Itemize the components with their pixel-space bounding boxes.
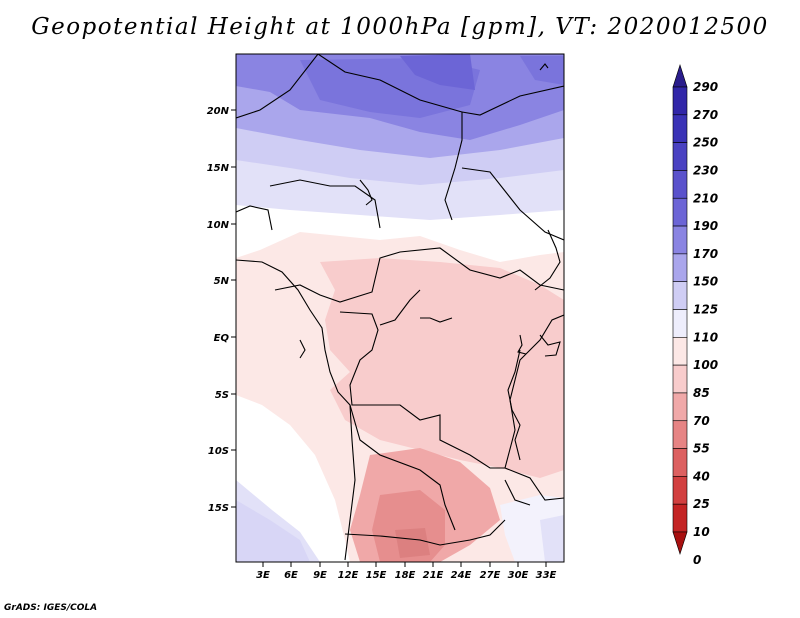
- lat-label: 10S: [208, 446, 229, 457]
- lat-label: EQ: [214, 333, 230, 344]
- lon-label: 27E: [480, 570, 501, 581]
- colorbar-top-arrow: [672, 64, 688, 88]
- colorbar-band: [672, 420, 688, 449]
- colorbar-label: 210: [693, 191, 718, 205]
- colorbar-band: [672, 476, 688, 505]
- lat-label: 20N: [207, 106, 230, 117]
- colorbar-label: 190: [693, 219, 718, 233]
- lat-label: 10N: [207, 220, 230, 231]
- colorbar-label: 110: [693, 330, 718, 344]
- map-title: Geopotential Height at 1000hPa [gpm], VT…: [31, 14, 769, 40]
- lat-label: 15N: [207, 163, 230, 174]
- lat-label: 5N: [214, 276, 230, 287]
- lat-label: 5S: [215, 390, 229, 401]
- colorbar-label: 150: [693, 275, 718, 289]
- colorbar-band: [672, 448, 688, 477]
- colorbar-band: [672, 364, 688, 394]
- colorbar-bottom-arrow: [672, 531, 688, 555]
- colorbar-band: [672, 392, 688, 422]
- colorbar-band: [672, 503, 688, 533]
- map-frame: [235, 53, 565, 563]
- lon-label: 15E: [366, 570, 387, 581]
- lon-label: 12E: [338, 570, 359, 581]
- colorbar-band: [672, 225, 688, 255]
- colorbar-label: 100: [693, 358, 718, 372]
- colorbar-band: [672, 281, 688, 310]
- colorbar-label: 290: [693, 80, 718, 94]
- height-field: [236, 54, 564, 562]
- colorbar-band: [672, 86, 688, 116]
- colorbar-label: 70: [693, 414, 710, 428]
- colorbar-band: [672, 170, 688, 199]
- axis-ticks: [231, 109, 547, 567]
- colorbar: 2902702502302101901701501251101008570554…: [672, 64, 718, 567]
- colorbar-label: 250: [693, 136, 718, 150]
- lon-label: 6E: [284, 570, 298, 581]
- colorbar-label: 55: [693, 442, 710, 456]
- colorbar-label: 25: [693, 497, 710, 511]
- colorbar-label: 270: [693, 108, 718, 122]
- colorbar-label: 85: [693, 386, 710, 400]
- colorbar-label: 10: [693, 525, 710, 539]
- lon-label: 21E: [423, 570, 444, 581]
- colorbar-band: [672, 197, 688, 227]
- colorbar-label: 230: [693, 163, 718, 177]
- colorbar-band: [672, 309, 688, 338]
- colorbar-band: [672, 142, 688, 171]
- lon-label: 3E: [256, 570, 270, 581]
- grads-credit: GrADS: IGES/COLA: [4, 603, 98, 613]
- longitude-labels: 3E 6E 9E 12E 15E 18E 21E 24E 27E 30E 33E: [256, 570, 556, 581]
- colorbar-band: [672, 114, 688, 143]
- lon-label: 33E: [536, 570, 557, 581]
- lon-label: 30E: [508, 570, 529, 581]
- colorbar-label: 0: [693, 553, 701, 567]
- lat-label: 15S: [208, 503, 229, 514]
- latitude-labels: 20N 15N 10N 5N EQ 5S 10S 15S: [207, 106, 230, 514]
- colorbar-band: [672, 337, 688, 366]
- colorbar-band: [672, 253, 688, 282]
- colorbar-label: 125: [693, 303, 718, 317]
- country-borders: [236, 54, 564, 561]
- lon-label: 9E: [313, 570, 327, 581]
- colorbar-label: 170: [693, 247, 718, 261]
- lon-label: 24E: [451, 570, 472, 581]
- colorbar-label: 40: [692, 469, 710, 483]
- lon-label: 18E: [395, 570, 416, 581]
